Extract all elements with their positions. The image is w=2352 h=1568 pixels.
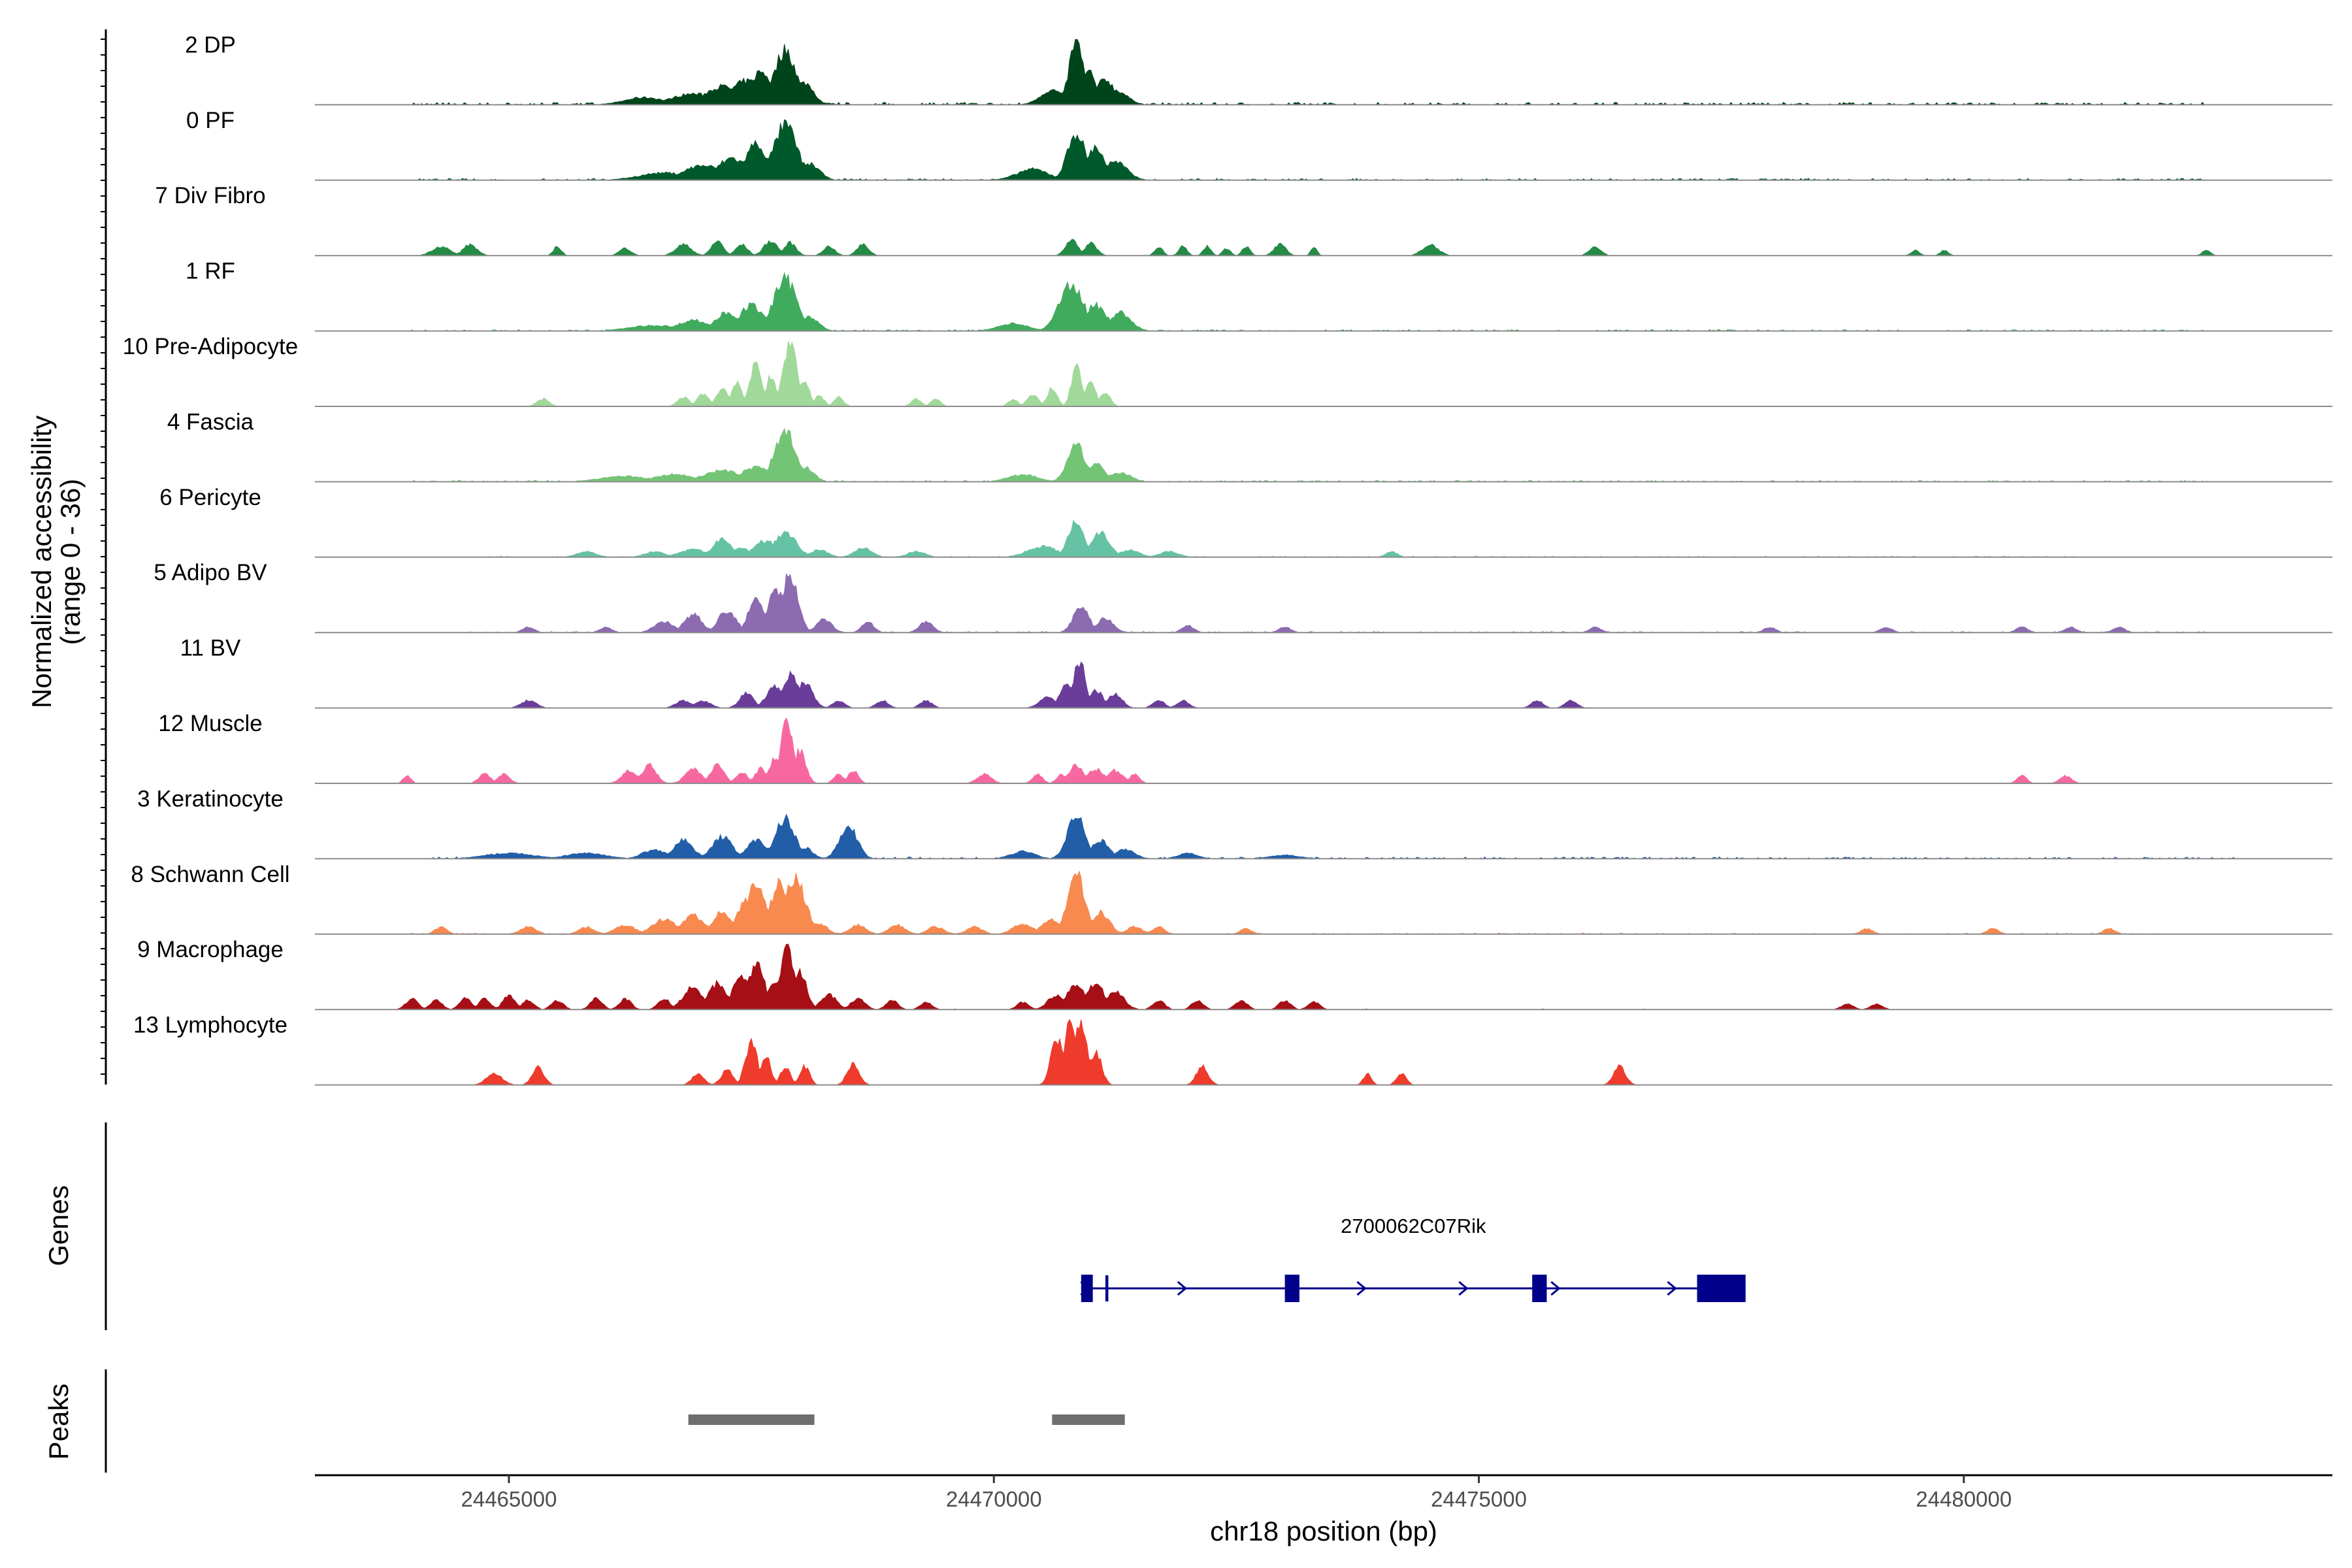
track-6-pericyte: 6 Pericyte xyxy=(159,485,2332,558)
track-label: 4 Fascia xyxy=(167,409,254,434)
coverage-area xyxy=(315,340,2332,407)
track-8-schwann-cell: 8 Schwann Cell xyxy=(131,862,2332,935)
track-label: 5 Adipo BV xyxy=(154,560,267,585)
peak-region xyxy=(1052,1414,1125,1425)
track-5-adipo-bv: 5 Adipo BV xyxy=(154,560,2332,634)
track-7-div-fibro: 7 Div Fibro xyxy=(155,183,2332,257)
coverage-area xyxy=(315,661,2332,709)
track-10-pre-adipocyte: 10 Pre-Adipocyte xyxy=(123,334,2332,407)
x-tick-label: 24480000 xyxy=(1916,1487,2012,1511)
track-label: 13 Lymphocyte xyxy=(133,1013,287,1038)
coverage-area xyxy=(315,573,2332,633)
track-4-fascia: 4 Fascia xyxy=(167,409,2332,483)
gene-exon xyxy=(1697,1275,1746,1302)
track-label: 7 Div Fibro xyxy=(155,183,265,208)
track-12-muscle: 12 Muscle xyxy=(158,711,2332,784)
coverage-area xyxy=(315,272,2332,332)
x-axis-title: chr18 position (bp) xyxy=(1210,1516,1437,1546)
track-label: 10 Pre-Adipocyte xyxy=(123,334,298,359)
gene-strand-arrow xyxy=(1356,1281,1367,1296)
track-9-macrophage: 9 Macrophage xyxy=(137,937,2332,1011)
track-label: 1 RF xyxy=(186,259,235,284)
gene-strand-arrow xyxy=(1177,1281,1188,1296)
coverage-tracks: 2 DP 0 PF 7 Div Fibro 1 RF 10 Pre-Adipocyte 4… xyxy=(123,32,2332,1086)
peaks-panel-title: Peaks xyxy=(43,1384,74,1460)
track-11-bv: 11 BV xyxy=(180,636,2332,709)
coverage-area xyxy=(315,1019,2332,1086)
genes-panel-title: Genes xyxy=(43,1185,74,1266)
coverage-area xyxy=(315,238,2332,256)
track-label: 2 DP xyxy=(185,32,236,57)
track-0-pf: 0 PF xyxy=(186,108,2332,181)
gene-track: 2700062C07Rik xyxy=(1080,1215,1746,1302)
peak-track xyxy=(688,1414,1125,1425)
peak-region xyxy=(688,1414,815,1425)
coverage-axis-ticks xyxy=(101,39,106,1075)
track-label: 8 Schwann Cell xyxy=(131,862,289,887)
gene-exon xyxy=(1081,1275,1093,1302)
coverage-area xyxy=(315,39,2332,106)
x-tick-label: 24465000 xyxy=(461,1487,557,1511)
coverage-area xyxy=(315,870,2332,935)
gene-exon xyxy=(1532,1275,1547,1302)
coverage-area xyxy=(315,519,2332,558)
track-13-lymphocyte: 13 Lymphocyte xyxy=(133,1013,2332,1086)
track-label: 6 Pericyte xyxy=(159,485,261,510)
track-label: 3 Keratinocyte xyxy=(137,786,284,811)
x-axis-ticks: 24465000 24470000 24475000 24480000 xyxy=(461,1475,2012,1511)
coverage-area xyxy=(315,427,2332,482)
coverage-area xyxy=(315,119,2332,181)
x-tick-label: 24475000 xyxy=(1431,1487,1527,1511)
gene-strand-arrow xyxy=(1550,1281,1561,1296)
track-3-keratinocyte: 3 Keratinocyte xyxy=(137,786,2332,860)
track-label: 9 Macrophage xyxy=(137,937,284,962)
x-tick-label: 24470000 xyxy=(946,1487,1042,1511)
track-label: 12 Muscle xyxy=(158,711,263,736)
y-axis-title: Normalized accessibility xyxy=(26,416,57,708)
coverage-area xyxy=(315,717,2332,784)
track-label: 11 BV xyxy=(180,636,241,661)
track-label: 0 PF xyxy=(186,108,235,133)
gene-exon xyxy=(1284,1275,1299,1302)
coverage-area xyxy=(315,813,2332,860)
track-1-rf: 1 RF xyxy=(186,259,2332,332)
gene-exon xyxy=(1105,1275,1109,1301)
gene-strand-arrow xyxy=(1667,1281,1677,1296)
gene-name-label: 2700062C07Rik xyxy=(1341,1215,1486,1237)
track-2-dp: 2 DP xyxy=(185,32,2332,106)
gene-strand-arrow xyxy=(1458,1281,1469,1296)
y-axis-range: (range 0 - 36) xyxy=(55,479,86,645)
coverage-area xyxy=(315,943,2332,1010)
